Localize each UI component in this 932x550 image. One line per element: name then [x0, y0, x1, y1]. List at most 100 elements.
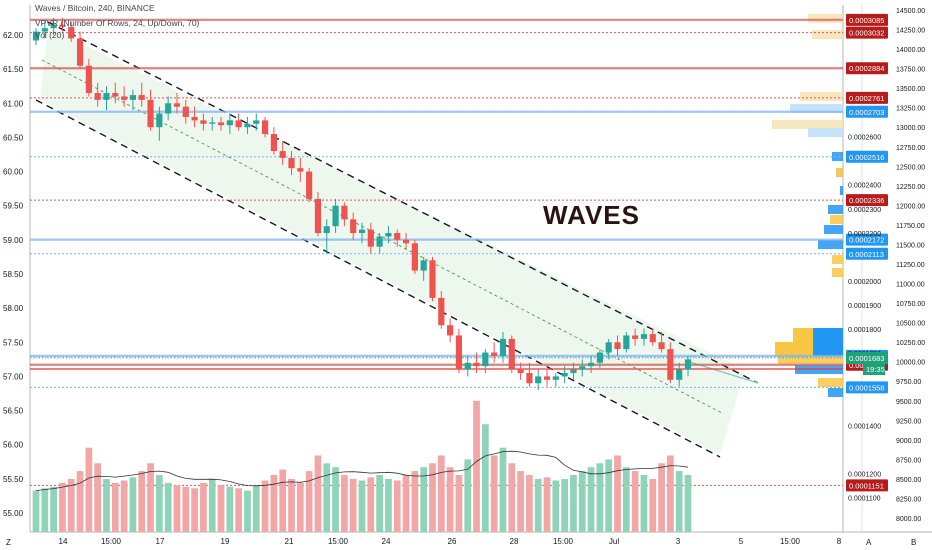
x-axis-tick: 17: [156, 537, 165, 546]
channel-upper-trendline: [47, 21, 759, 384]
volume-bar: [517, 471, 524, 532]
price-level-badge: [846, 13, 888, 26]
volume-axis-tick: 9750.00: [896, 379, 921, 386]
left-axis-tick: 62.00: [3, 31, 24, 40]
x-axis-tick: 19: [221, 537, 230, 546]
candle-body: [235, 120, 242, 128]
candle-body: [121, 96, 128, 100]
volume-bar: [473, 400, 480, 532]
vpvr-bar: [828, 205, 843, 214]
candle-body: [32, 31, 40, 41]
candle-body: [464, 362, 471, 370]
vpvr-bar: [832, 152, 843, 161]
volume-bar: [543, 477, 551, 532]
candle-body: [253, 120, 260, 124]
candle-body: [209, 122, 216, 124]
price-level-badge: [846, 194, 888, 207]
volume-bar: [596, 463, 604, 532]
price-level-badge: [846, 247, 888, 260]
candle-body: [543, 376, 551, 380]
channel-fill: [40, 27, 745, 455]
volume-bar: [191, 488, 198, 532]
volume-bar: [658, 463, 665, 532]
left-axis-tick: 55.50: [3, 475, 24, 484]
volume-bar: [578, 471, 586, 532]
price-level-badge: [846, 150, 888, 163]
current-price-value: 0.0001683: [849, 354, 884, 363]
candle-body: [306, 171, 313, 199]
volume-bar: [67, 478, 75, 532]
price-level-value: 0.0002336: [849, 196, 884, 205]
volume-bar: [120, 480, 128, 532]
candle-body: [279, 151, 286, 158]
candle-body: [394, 233, 401, 240]
left-axis-tick: 61.50: [3, 65, 24, 74]
candle-body: [358, 229, 366, 234]
price-level-badge: [846, 105, 888, 118]
price-level-value: 0.0001151: [849, 481, 884, 490]
volume-bar: [684, 475, 692, 532]
volume-bar: [111, 482, 119, 532]
volume-bar: [164, 482, 172, 532]
candle-body: [596, 352, 603, 363]
symbol-line: Waves / Bitcoin, 240, BINANCE: [35, 3, 155, 13]
left-axis-tick: 61.00: [3, 99, 24, 108]
candle-body: [411, 243, 418, 271]
right-axis-tick: 0.0001100: [848, 496, 881, 503]
x-axis-tick: 15:00: [101, 537, 122, 546]
left-axis-tick: 56.00: [3, 441, 24, 450]
volume-bar: [235, 488, 242, 532]
price-level-value: 0.0002884: [849, 64, 884, 73]
candle-body: [50, 24, 57, 29]
candle-body: [350, 219, 357, 234]
volume-bar: [411, 471, 419, 532]
auto-scale-button[interactable]: A: [866, 538, 872, 547]
volume-axis-tick: 8750.00: [896, 457, 921, 464]
volume-bar: [552, 480, 560, 532]
volume-bar: [270, 475, 278, 532]
volume-bar: [85, 447, 93, 532]
candle-body: [632, 335, 639, 339]
vpvr-bar: [772, 120, 843, 129]
price-level-value: 0.0002703: [849, 108, 884, 117]
x-axis-tick: 3: [676, 537, 681, 546]
candle-body: [288, 157, 295, 169]
candle-body: [367, 229, 374, 247]
right-axis-tick: 0.0001200: [848, 472, 881, 479]
volume-axis-tick: 12750.00: [896, 145, 925, 152]
candle-body: [112, 93, 119, 97]
vpvr-indicator-line[interactable]: VPVR (Number Of Rows, 24, Up/Down, 70): [35, 18, 200, 28]
price-level-badge: [846, 91, 888, 104]
volume-bar: [59, 482, 66, 532]
volume-bar: [323, 463, 331, 532]
volume-bar: [129, 477, 137, 532]
volume-indicator-line[interactable]: Vol (20): [35, 30, 65, 40]
volume-bar: [182, 486, 190, 532]
candle-body: [261, 120, 269, 135]
volume-bar: [138, 471, 146, 532]
candle-body: [552, 376, 559, 380]
candle-body: [332, 205, 339, 227]
volume-axis-tick: 11750.00: [896, 223, 925, 230]
price-level-value: 0.0001558: [849, 383, 884, 392]
volume-bar: [437, 455, 445, 532]
volume-bar: [534, 478, 542, 532]
x-axis-tick: 28: [510, 537, 519, 546]
vpvr-bar: [832, 268, 843, 277]
price-level-value: 0.0002113: [849, 250, 884, 259]
volume-bar: [305, 471, 313, 532]
vpvr-bar: [813, 342, 843, 356]
x-axis-tick: 24: [382, 537, 391, 546]
log-scale-button[interactable]: B: [911, 538, 917, 547]
volume-axis-tick: 12500.00: [896, 164, 925, 171]
volume-ma-line: [35, 450, 689, 491]
right-axis-tick: 0.0002400: [848, 183, 881, 190]
volume-axis-tick: 11500.00: [896, 242, 925, 249]
volume-bar: [675, 471, 683, 532]
candle-body: [605, 342, 612, 353]
zoom-label[interactable]: Z: [6, 538, 11, 547]
vpvr-bar: [832, 255, 843, 264]
waves-annotation: WAVES: [543, 200, 640, 230]
left-axis-tick: 57.50: [3, 338, 24, 347]
